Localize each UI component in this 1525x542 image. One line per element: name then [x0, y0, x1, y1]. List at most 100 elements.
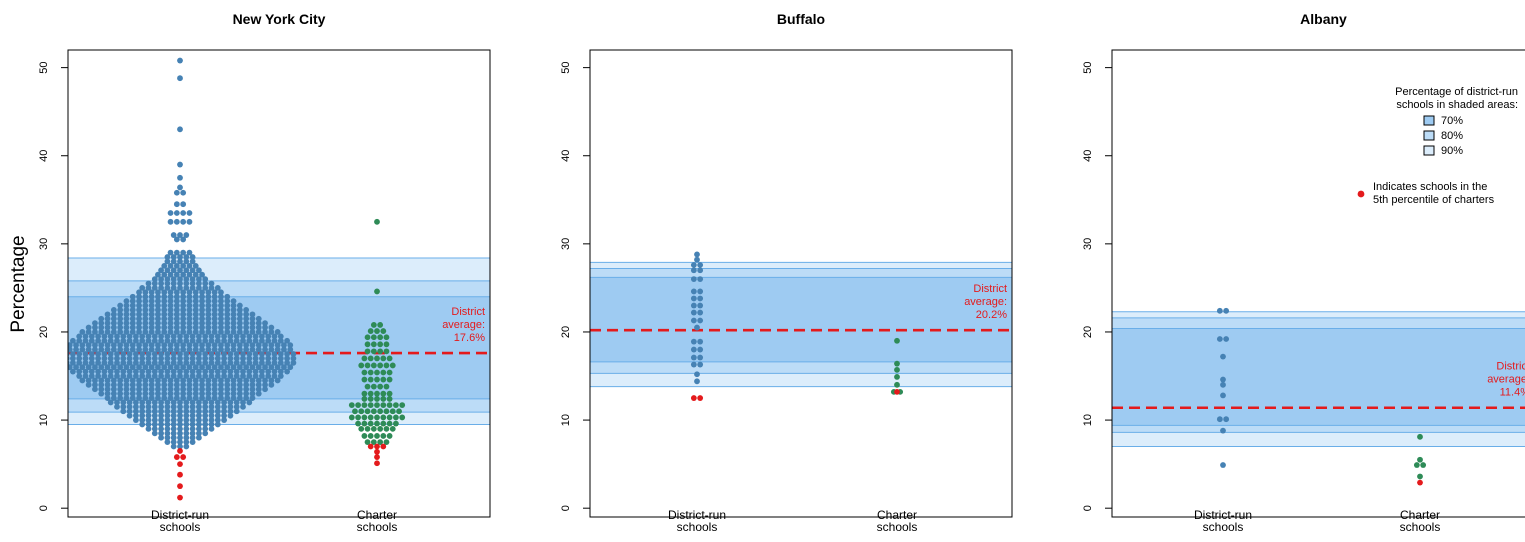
district-school-point	[161, 271, 168, 278]
district-school-point	[227, 359, 234, 366]
district-school-point	[167, 395, 174, 401]
district-school-point	[85, 346, 92, 353]
district-school-point	[180, 386, 187, 393]
district-school-point	[167, 210, 174, 216]
legend-title: Percentage of district-run	[1395, 86, 1518, 98]
district-school-point	[136, 395, 142, 401]
district-school-point	[199, 307, 205, 313]
district-school-point	[161, 329, 168, 335]
y-tick-label: 10	[560, 414, 572, 426]
district-average-label: 20.2%	[976, 309, 1007, 321]
charter-school-point	[370, 425, 377, 432]
district-school-point	[177, 417, 183, 423]
district-school-point	[98, 390, 105, 397]
district-school-point	[224, 386, 231, 393]
district-school-point	[148, 364, 155, 371]
district-school-point	[177, 161, 183, 168]
district-school-point	[177, 368, 183, 375]
district-school-point	[218, 298, 224, 305]
district-school-point	[192, 364, 199, 371]
district-school-point	[148, 390, 155, 397]
district-school-point	[224, 302, 231, 309]
district-school-point	[208, 355, 215, 362]
district-school-point	[104, 315, 111, 322]
district-school-point	[123, 342, 130, 349]
district-school-point	[136, 324, 142, 331]
district-school-point	[205, 364, 212, 371]
district-school-point	[161, 289, 168, 296]
district-school-point	[227, 368, 234, 375]
charter-school-point	[364, 408, 371, 415]
charter-school-point	[377, 322, 384, 328]
district-school-point	[214, 351, 221, 357]
x-category-label: schools	[877, 520, 918, 534]
district-school-point	[73, 364, 79, 371]
district-school-point	[161, 315, 168, 322]
fifth-percentile-point	[173, 454, 180, 460]
charter-school-point	[374, 376, 380, 383]
district-school-point	[208, 373, 215, 379]
district-school-point	[177, 184, 183, 191]
district-school-point	[145, 337, 152, 344]
charter-school-point	[348, 414, 355, 421]
district-school-point	[170, 355, 177, 362]
district-school-point	[259, 373, 265, 379]
district-school-point	[255, 346, 262, 353]
charter-school-point	[367, 396, 374, 402]
district-school-point	[199, 386, 205, 393]
district-school-point	[180, 390, 187, 397]
district-school-point	[180, 311, 187, 318]
district-school-point	[218, 307, 224, 313]
district-school-point	[139, 417, 146, 423]
district-school-point	[173, 236, 180, 243]
charter-school-point	[389, 408, 396, 415]
charter-school-point	[364, 341, 371, 348]
district-school-point	[180, 293, 187, 300]
district-school-point	[129, 381, 136, 388]
district-school-point	[271, 359, 278, 366]
district-school-point	[202, 333, 209, 340]
district-school-point	[173, 210, 180, 216]
district-school-point	[120, 333, 127, 340]
district-school-point	[233, 355, 240, 362]
district-school-point	[104, 377, 111, 384]
charter-school-point	[389, 425, 396, 432]
district-school-point	[227, 403, 234, 410]
district-school-point	[236, 377, 243, 384]
district-school-point	[117, 302, 124, 309]
district-school-point	[129, 320, 136, 327]
district-school-point	[170, 337, 177, 344]
district-school-point	[129, 302, 136, 309]
district-school-point	[290, 355, 297, 362]
district-school-point	[95, 373, 101, 379]
district-school-point	[142, 315, 149, 322]
charter-school-point	[894, 374, 900, 380]
y-tick-label: 10	[38, 414, 50, 426]
charter-school-point	[367, 328, 374, 334]
district-school-point	[173, 386, 180, 393]
district-school-point	[252, 337, 259, 344]
district-school-point	[230, 311, 237, 318]
district-school-point	[114, 403, 120, 410]
district-school-point	[142, 386, 149, 393]
district-school-point	[246, 355, 253, 362]
district-school-point	[82, 351, 89, 357]
district-school-point	[230, 377, 237, 384]
district-school-point	[164, 333, 171, 340]
district-school-point	[151, 355, 158, 362]
district-school-point	[98, 364, 105, 371]
district-school-point	[240, 351, 246, 357]
district-school-point	[1220, 376, 1226, 383]
legend-dot-label: Indicates schools in the	[1373, 181, 1487, 193]
district-school-point	[164, 417, 171, 423]
district-school-point	[110, 329, 117, 335]
district-school-point	[221, 368, 228, 375]
district-school-point	[148, 324, 155, 331]
district-school-point	[167, 298, 174, 305]
district-school-point	[259, 333, 265, 340]
district-school-point	[218, 377, 224, 384]
charter-school-point	[383, 383, 390, 390]
district-school-point	[221, 408, 228, 415]
district-school-point	[158, 434, 165, 441]
charter-school-point	[380, 355, 387, 362]
